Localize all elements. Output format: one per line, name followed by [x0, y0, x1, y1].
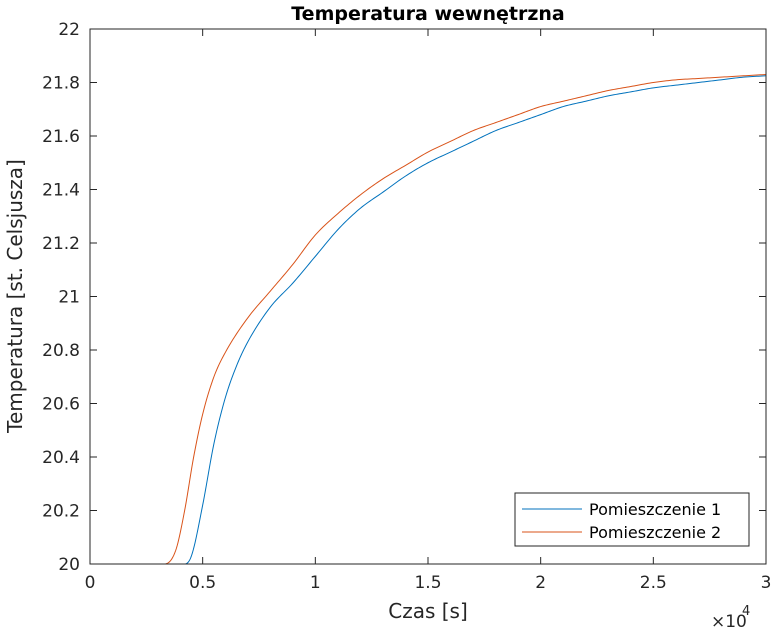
y-tick-label: 21 [58, 288, 80, 308]
x-tick-label: 0.5 [189, 573, 216, 593]
y-tick-label: 20.8 [42, 341, 80, 361]
y-tick-label: 21.2 [42, 234, 80, 254]
y-axis-label: Temperatura [st. Celsjusza] [3, 159, 27, 434]
legend-box [514, 492, 750, 547]
y-tick-label: 21.6 [42, 127, 80, 147]
x-tick-label: 0 [85, 573, 96, 593]
x-tick-label: 2 [535, 573, 546, 593]
x-tick-label: 3 [761, 573, 772, 593]
series-line-1 [90, 75, 767, 565]
series-line-2 [90, 73, 767, 565]
x-tick-label: 1 [310, 573, 321, 593]
y-tick-label: 20.4 [42, 448, 80, 468]
legend-label-pomieszczenie-2: Pomieszczenie 2 [589, 523, 721, 542]
y-tick-label: 21.8 [42, 74, 80, 94]
x-axis-label: Czas [s] [388, 599, 468, 623]
x-tick-label: 1.5 [414, 573, 441, 593]
series-layer [90, 73, 767, 565]
plot-area [90, 29, 766, 564]
legend-label-pomieszczenie-1: Pomieszczenie 1 [589, 500, 721, 519]
axes-box [89, 28, 767, 565]
x-tick-label: 2.5 [640, 573, 667, 593]
x-exponent-base: ×10 [711, 612, 747, 629]
x-exponent-power: 4 [742, 604, 750, 619]
y-tick-label: 22 [58, 20, 80, 40]
y-tick-label: 20.2 [42, 502, 80, 522]
chart-title: Temperatura wewnętrzna [291, 3, 564, 25]
y-tick-label: 20 [58, 555, 80, 575]
y-tick-label: 20.6 [42, 395, 80, 415]
y-tick-label: 21.4 [42, 181, 80, 201]
legend: Pomieszczenie 1 Pomieszczenie 2 [514, 492, 750, 547]
x-exponent: ×10 4 [711, 604, 750, 629]
